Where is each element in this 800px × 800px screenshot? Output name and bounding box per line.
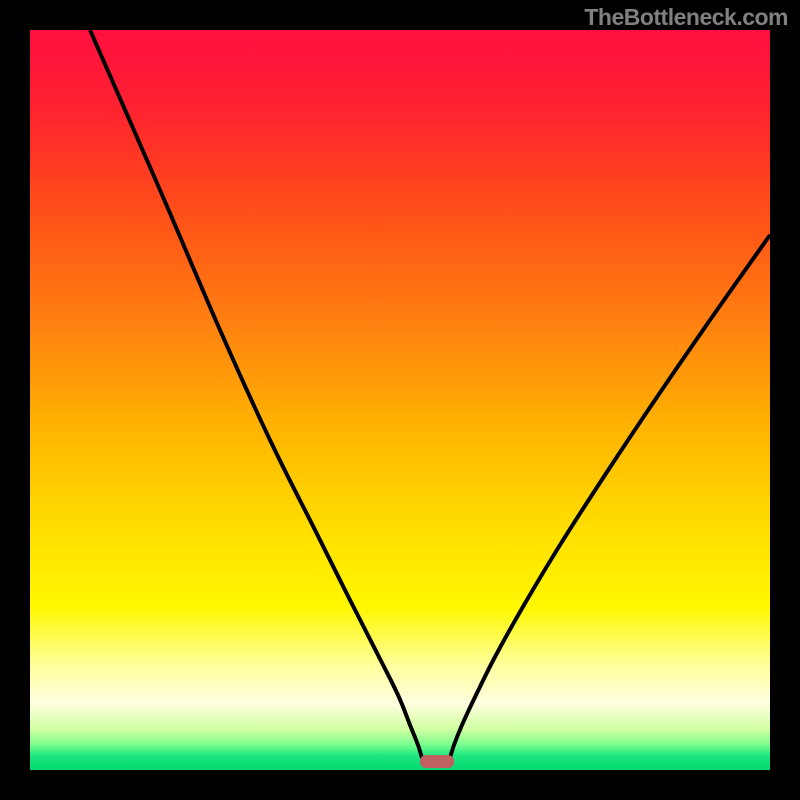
- plot-area: [30, 30, 770, 770]
- curve-overlay: [30, 30, 770, 770]
- bottleneck-marker: [420, 755, 454, 768]
- left-curve: [90, 30, 422, 758]
- right-curve: [450, 235, 770, 758]
- watermark-text: TheBottleneck.com: [584, 4, 788, 31]
